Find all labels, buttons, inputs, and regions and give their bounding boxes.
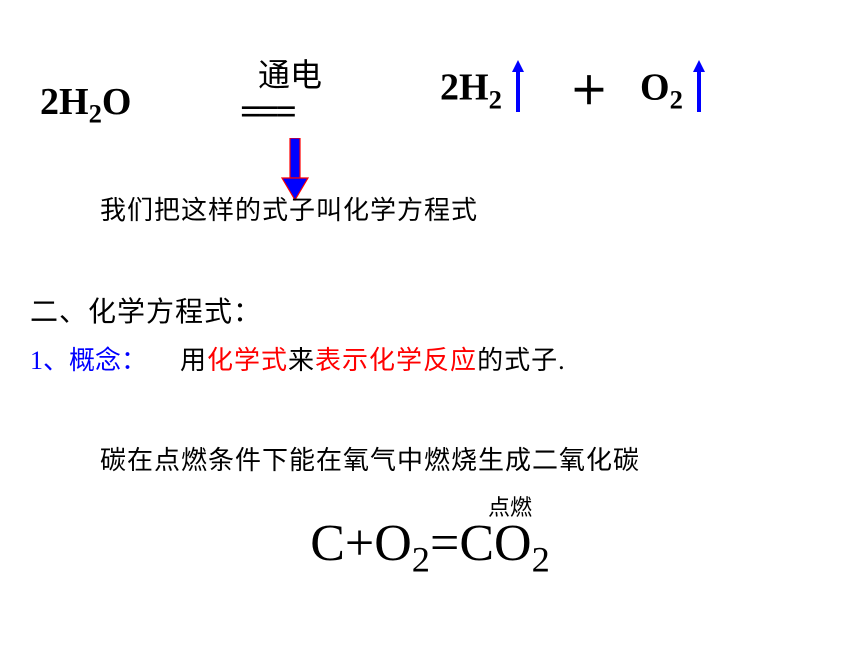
sub: 2 <box>489 84 502 114</box>
text-highlight: 化学式 <box>207 346 288 375</box>
suffix: O <box>102 81 132 123</box>
section-title: 二、化学方程式： <box>30 290 262 330</box>
eq2-eq: = <box>430 515 459 572</box>
eq2-left: C+O <box>310 515 412 572</box>
text-part: 的式子. <box>477 346 566 375</box>
text-part: 来 <box>288 346 315 375</box>
concept-label: 1、概念： <box>30 340 147 377</box>
concept-definition: 用化学式来表示化学反应的式子. <box>180 340 566 377</box>
eq2-condition: 点燃 <box>80 490 860 522</box>
base: O <box>640 67 670 109</box>
gas-up-arrow-icon <box>511 60 525 122</box>
coef: 2 <box>440 67 459 109</box>
eq1-reactant: 2H2O <box>40 80 131 130</box>
eq1-product-h2: 2H2 <box>440 60 525 122</box>
sub: 2 <box>532 539 550 579</box>
base: H <box>459 67 489 109</box>
carbon-combustion-sentence: 碳在点燃条件下能在氧气中燃烧生成二氧化碳 <box>100 440 640 477</box>
eq2-right: CO <box>459 515 531 572</box>
text-highlight: 表示化学反应 <box>315 346 477 375</box>
sub: 2 <box>670 84 683 114</box>
eq1-plus: ＋ <box>570 60 608 115</box>
eq1-separator: === <box>240 90 293 134</box>
sub: 2 <box>412 539 430 579</box>
gas-up-arrow-icon <box>692 60 706 122</box>
eq1-product-o2: O2 <box>640 60 706 122</box>
sub: 2 <box>89 99 102 129</box>
caption-chemical-equation: 我们把这样的式子叫化学方程式 <box>100 190 478 227</box>
text-part: 用 <box>180 346 207 375</box>
coef: 2 <box>40 81 59 123</box>
base: H <box>59 81 89 123</box>
water-electrolysis-equation: 2H2O 通电 === 2H2 ＋ O2 <box>40 50 820 140</box>
eq2-body: C+O2=CO2 <box>310 514 550 580</box>
carbon-combustion-equation: 点燃 C+O2=CO2 <box>0 490 860 580</box>
